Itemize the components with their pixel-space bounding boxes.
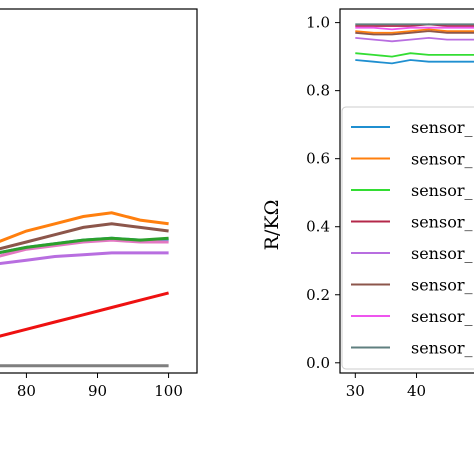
left-x-tick-label: 90 (88, 382, 107, 400)
right-series-line-2 (355, 28, 474, 34)
right-y-tick-label: 0.0 (306, 354, 330, 372)
left-x-tick-label: 100 (154, 382, 183, 400)
right-x-tick-label: 30 (346, 382, 365, 400)
right-series-line-5 (355, 36, 474, 43)
legend-box (341, 106, 474, 370)
right-x-axis: 30 40 (346, 373, 426, 400)
right-panel: R/KΩ 0.00.20.40.60.81.0 30 40 sensor_sens… (261, 8, 474, 400)
left-x-tick-label: 80 (17, 382, 36, 400)
left-series-line-2 (0, 222, 169, 251)
left-series-group (0, 211, 169, 368)
left-series-line-5 (0, 236, 169, 255)
left-series-line-4 (0, 238, 169, 258)
right-y-tick-label: 0.4 (306, 218, 330, 236)
legend-label-8: sensor_ (411, 339, 472, 358)
left-plot-frame (0, 8, 198, 374)
legend-label-1: sensor_ (411, 118, 472, 137)
right-x-tick-label: 40 (407, 382, 426, 400)
right-y-tick-label: 0.2 (306, 286, 330, 304)
left-x-axis: 80 90 100 (17, 373, 183, 400)
legend-label-2: sensor_ (411, 150, 472, 169)
left-series-line-1 (0, 211, 169, 243)
left-panel: 80 90 100 (0, 8, 198, 400)
right-series-line-1 (355, 59, 474, 65)
legend: sensor_sensor_sensor_sensor_sensor_senso… (341, 106, 474, 370)
right-series-line-6 (355, 30, 474, 36)
right-y-tick-label: 0.6 (306, 150, 330, 168)
legend-label-6: sensor_ (411, 276, 472, 295)
legend-label-5: sensor_ (411, 244, 472, 263)
left-series-line-7 (0, 291, 169, 338)
right-y-axis: 0.0 0.2 0.4 0.6 0.8 1.0 (306, 14, 340, 372)
right-y-tick-label: 0.8 (306, 82, 330, 100)
right-series-line-3 (355, 52, 474, 58)
legend-label-4: sensor_ (411, 213, 472, 232)
right-y-axis-label: R/KΩ (261, 200, 283, 251)
right-series-line-7 (355, 26, 474, 31)
legend-label-7: sensor_ (411, 307, 472, 326)
legend-label-3: sensor_ (411, 181, 472, 200)
right-series-group (355, 23, 474, 65)
right-plot-frame (339, 8, 474, 374)
right-y-tick-label: 1.0 (306, 14, 330, 32)
left-series-line-6 (0, 251, 169, 266)
